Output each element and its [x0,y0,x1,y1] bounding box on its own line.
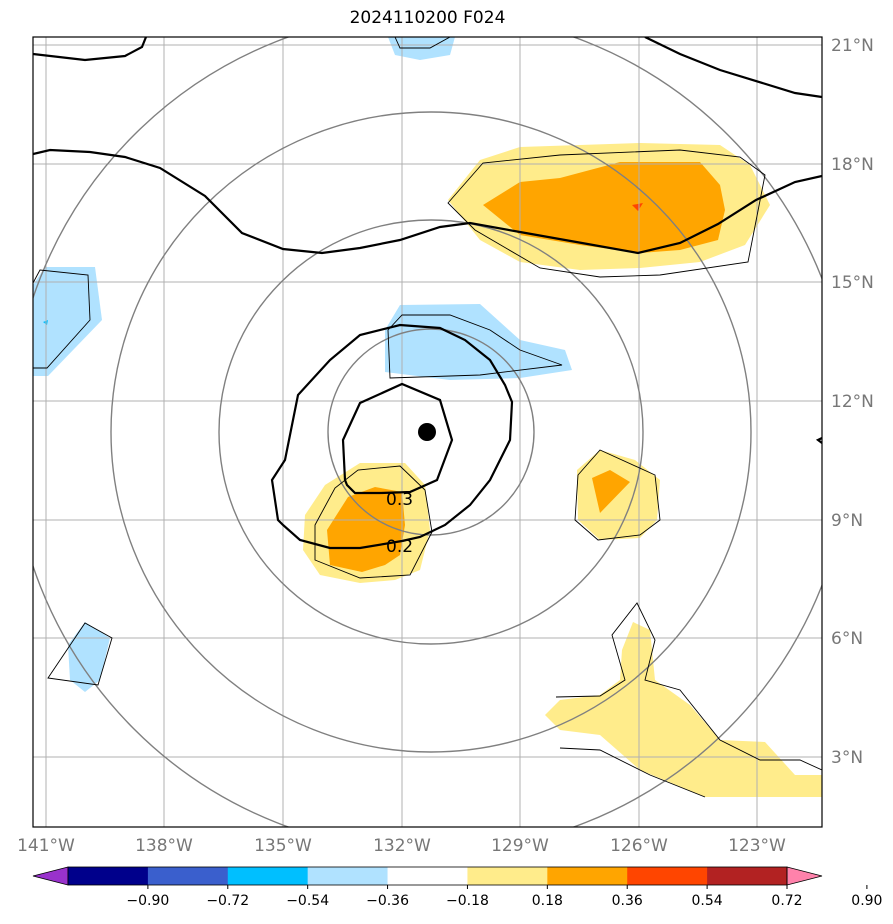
contour-label-0.3: 0.3 [386,490,413,510]
colorbar-segment [387,867,468,885]
anomaly-east-yellow [577,450,660,540]
anomaly-se-yellow [545,622,822,797]
colorbar-segment [147,867,229,885]
contour-0.3 [341,382,454,495]
contour-label-0.2: 0.2 [386,537,413,557]
colorbar-tick-label: −0.72 [206,893,249,909]
colorbar-segment [547,867,628,885]
colorbar-extend-low [32,866,69,886]
lon-label-123w: 123°W [728,836,786,856]
thick-contours [33,37,822,550]
colorbar-tick-label: −0.18 [446,893,489,909]
anomaly-top-blue [388,37,455,60]
colorbar-tick-label: 0.72 [771,893,802,909]
map-title: 2024110200 F024 [349,8,506,28]
colorbar [32,866,823,886]
map-frame [32,36,823,828]
colorbar-tick-label: −0.36 [366,893,409,909]
colorbar-tick-label: −0.54 [286,893,329,909]
lon-label-129w: 129°W [491,836,549,856]
anomaly-center-blue [385,304,572,380]
lon-label-135w: 135°W [254,836,312,856]
anomaly-center-orange [327,487,405,572]
contour-northeast-line [644,37,822,99]
colorbar-segment [307,867,389,885]
colorbar-tick-label: 0.54 [692,893,723,909]
contour-east-tick [815,437,822,444]
lat-label-15n: 15°N [831,273,874,293]
anomaly-east-orange [592,470,630,513]
colorbar-tick-label: 0.18 [532,893,563,909]
lon-label-138w: 138°W [135,836,193,856]
colorbar-tick-label: −0.90 [126,893,169,909]
contour-ridge-line [33,148,822,255]
range-rings [33,37,822,827]
colorbar-tick-label: 0.36 [612,893,643,909]
colorbar-extend-high [786,866,823,886]
lon-label-126w: 126°W [610,836,668,856]
colorbar-segment [707,867,788,885]
colorbar-ticks: −0.90 −0.72 −0.54 −0.36 −0.18 0.18 0.36 0.54 0.7… [126,885,882,909]
lat-label-12n: 12°N [831,392,874,412]
thin-contours [33,37,822,798]
colorbar-segment [467,867,548,885]
anomaly-west-blue [33,267,102,376]
contour-0.2 [270,323,514,550]
colorbar-frame [67,866,788,886]
lon-label-141w: 141°W [17,836,75,856]
positive-anomaly-medium [327,162,725,572]
lat-label-9n: 9°N [831,511,863,531]
lon-label-132w: 132°W [373,836,431,856]
anomaly-ne-red [632,203,643,211]
latitude-labels: 21°N 18°N 15°N 12°N 9°N 6°N 3°N [831,36,874,768]
longitude-labels: 141°W 138°W 135°W 132°W 129°W 126°W 123°… [17,836,786,856]
contour-north-line [33,37,148,62]
anomaly-sw-blue [68,622,110,692]
negative-anomaly-light [33,37,572,692]
colorbar-segment [68,867,149,885]
colorbar-tick-label: 0.90 [851,893,882,909]
lat-label-21n: 21°N [831,36,874,56]
lat-label-3n: 3°N [831,748,863,768]
anomaly-ne-orange [483,162,725,253]
colorbar-segment [227,867,309,885]
colorbar-segment [627,867,708,885]
map-content [33,37,822,827]
lat-label-6n: 6°N [831,629,863,649]
lat-label-18n: 18°N [831,155,874,175]
storm-center-marker [418,423,436,441]
